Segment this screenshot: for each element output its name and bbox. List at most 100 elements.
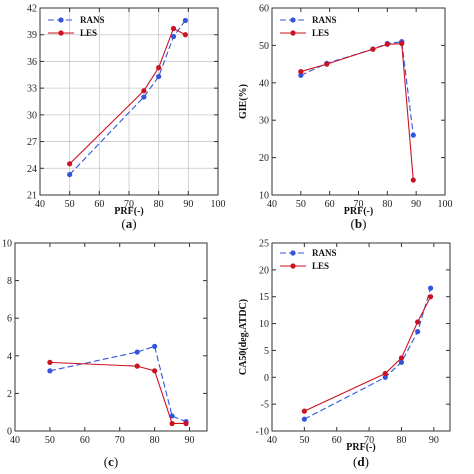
y-tick-label: 24 [27, 164, 37, 175]
data-point-rans [134, 349, 140, 355]
y-tick-label: 30 [259, 116, 269, 127]
x-axis-title: PRF(-) [346, 442, 375, 453]
y-tick-label: 39 [27, 30, 37, 41]
y-tick-label: 8 [7, 276, 12, 287]
chart-a-svg: 40 50 60 70 80 90 100 21 24 27 30 33 36 39 42 PRF(-) RAN… [27, 4, 226, 232]
data-point-les [152, 368, 158, 374]
panel-label-open: ( [121, 216, 125, 231]
y-tick-label: 0 [7, 427, 12, 438]
y-tick-label: 20 [259, 153, 269, 164]
data-point-rans [427, 285, 434, 291]
data-point-les [67, 161, 73, 167]
data-point-les [301, 408, 307, 414]
panel-label-close: ) [132, 216, 136, 231]
y-tick-label: 27 [27, 137, 37, 148]
data-point-les [134, 363, 140, 369]
panel-label-open: ( [351, 216, 355, 231]
legend-marker-rans [58, 17, 64, 23]
y-tick-label: 42 [27, 4, 37, 15]
y-axis-title: GIE(%) [238, 84, 249, 119]
x-tick-label: 90 [429, 435, 439, 446]
x-tick-label: 100 [211, 199, 226, 210]
chart-b-svg: 40 50 60 70 80 90 100 10 20 30 40 50 60 PRF(-) GIE(%) R… [238, 4, 453, 232]
y-tick-label: 33 [27, 84, 37, 95]
legend-label-rans: RANS [312, 248, 337, 258]
legend-label-rans: RANS [80, 15, 105, 25]
data-point-les [399, 40, 405, 47]
legend-marker-rans [290, 250, 296, 256]
y-tick-label: 30 [27, 110, 37, 121]
x-tick-label: 50 [45, 435, 55, 446]
legend-marker-rans [290, 17, 296, 23]
data-point-rans [152, 343, 158, 349]
legend-label-rans: RANS [312, 15, 337, 25]
y-tick-label: 36 [27, 57, 37, 68]
panel-label-open: ( [104, 454, 108, 469]
legend-label-les: LES [312, 261, 329, 271]
x-tick-label: 60 [325, 199, 335, 210]
panel-label: (d) [353, 454, 369, 469]
legend-marker-les [58, 30, 64, 36]
legend-label-les: LES [80, 28, 97, 38]
x-tick-label: 70 [115, 435, 125, 446]
series-line-les [69, 27, 186, 165]
x-tick-label: 80 [154, 199, 164, 210]
data-point-les [384, 41, 390, 47]
chart-d-svg: 40 50 60 70 80 90 -10 -5 0 5 10 15 20 25 PRF(-) CA50(de… [238, 239, 451, 469]
legend-label-les: LES [312, 28, 329, 38]
series-line-les [300, 42, 414, 181]
y-tick-label: 40 [259, 78, 269, 89]
x-tick-label: 80 [382, 199, 392, 210]
x-tick-label: 60 [80, 435, 90, 446]
data-point-rans [382, 374, 388, 380]
x-tick-label: 70 [364, 435, 374, 446]
panel-label-letter: b [355, 216, 362, 231]
data-point-rans [298, 72, 304, 78]
legend-marker-les [290, 30, 296, 36]
chart-panel-c: 40 50 60 70 80 90 0 2 4 6 8 10 (c) [0, 237, 237, 474]
data-point-rans [141, 94, 147, 100]
data-point-les [324, 61, 330, 67]
y-tick-label: 10 [2, 239, 12, 250]
data-point-les [169, 420, 175, 427]
y-tick-label: 5 [264, 346, 269, 357]
x-tick-label: 80 [396, 435, 406, 446]
x-tick-label: 70 [124, 199, 134, 210]
data-point-rans [410, 132, 416, 138]
y-tick-label: 4 [7, 351, 12, 362]
x-tick-label: 50 [65, 199, 75, 210]
y-tick-label: 20 [259, 265, 269, 276]
data-point-rans [415, 329, 421, 335]
x-axis-title: PRF(-) [344, 206, 373, 217]
data-point-rans [398, 359, 405, 365]
data-point-rans [182, 17, 188, 24]
x-tick-label: 60 [332, 435, 342, 446]
data-point-rans [169, 413, 175, 419]
data-point-les [141, 88, 147, 94]
series-line-rans [304, 287, 432, 420]
data-point-rans [67, 171, 73, 178]
x-tick-label: 40 [267, 199, 277, 210]
panel-label-open: ( [353, 454, 357, 469]
series-line-les [49, 361, 187, 425]
x-tick-label: 90 [411, 199, 421, 210]
data-point-les [398, 355, 405, 361]
data-point-les [170, 25, 177, 32]
data-point-les [370, 46, 376, 52]
x-tick-label: 40 [35, 199, 45, 210]
x-axis-title: PRF(-) [114, 206, 143, 217]
data-point-les [427, 294, 434, 300]
data-point-rans [170, 33, 177, 40]
data-point-les [182, 32, 188, 38]
x-tick-label: 50 [299, 435, 309, 446]
panel-label-close: ) [365, 454, 369, 469]
chart-c-svg: 40 50 60 70 80 90 0 2 4 6 8 10 (c) [2, 239, 208, 469]
data-point-les [183, 420, 189, 427]
x-tick-label: 100 [438, 199, 453, 210]
plot-frame [271, 242, 451, 432]
panel-label-letter: d [357, 454, 365, 469]
series-line-rans [49, 345, 187, 423]
data-point-les [47, 359, 53, 365]
data-point-les [156, 65, 162, 71]
x-tick-label: 70 [354, 199, 364, 210]
